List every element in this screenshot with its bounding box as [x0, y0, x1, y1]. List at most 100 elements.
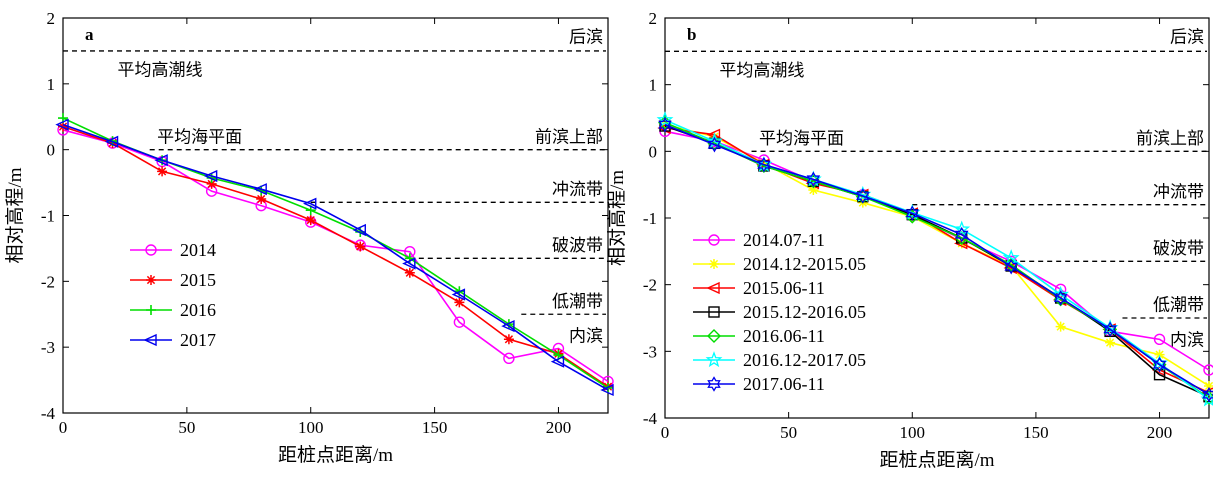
- series-line: [62, 123, 609, 391]
- zone-label: 后滨: [1170, 28, 1204, 48]
- data-point: [104, 135, 119, 148]
- y-tick-label: 1: [47, 75, 56, 94]
- data-point: [501, 320, 515, 333]
- data-point: [303, 197, 317, 210]
- data-point: [503, 352, 515, 365]
- zone-label: 低潮带: [1153, 296, 1204, 316]
- data-point: [1055, 321, 1066, 332]
- y-tick-label: -4: [643, 409, 658, 428]
- y-axis-title: 相对高程/m: [4, 167, 26, 263]
- legend-label: 2017: [180, 330, 216, 350]
- zone-label: 破波带: [552, 236, 603, 256]
- data-point: [203, 169, 218, 183]
- data-point: [1203, 364, 1213, 376]
- zone-label: 平均高潮线: [719, 61, 804, 81]
- data-point: [1152, 356, 1167, 373]
- legend-marker: [146, 275, 156, 285]
- data-point: [1103, 321, 1117, 338]
- series-2017: [55, 118, 614, 397]
- legend-label: 2014.12-2015.05: [743, 254, 866, 274]
- data-point: [856, 188, 870, 204]
- y-tick-label: -3: [41, 338, 55, 357]
- chart-panel-a: a 0 50 100 150 200 -4 -3 -2 -1 0 1 2 距桩点距离/m 相对高程/m 平均高…: [4, 9, 614, 466]
- x-tick-label: 50: [178, 418, 195, 437]
- data-point: [954, 226, 969, 243]
- zone-label: 平均高潮线: [118, 60, 203, 80]
- zone-label: 前滨上部: [1136, 129, 1204, 149]
- data-point: [453, 316, 466, 328]
- legend-label: 2015.06-11: [743, 278, 825, 298]
- data-point: [352, 223, 366, 237]
- data-point: [757, 156, 771, 173]
- panel-label: b: [687, 25, 696, 44]
- legend-marker: [705, 351, 723, 368]
- data-point: [454, 297, 465, 308]
- legend-marker: [706, 281, 720, 295]
- data-point: [253, 183, 267, 196]
- zone-label: 前滨上部: [535, 128, 603, 148]
- legend: 2014.07-11 2014.12-2015.05 2015.06-11 2015.…: [693, 230, 866, 394]
- x-tick-label: 200: [546, 418, 572, 437]
- zone-label: 冲流带: [1153, 182, 1204, 202]
- series-2016: [58, 113, 613, 393]
- legend-label: 2014.07-11: [743, 230, 825, 250]
- data-point: [451, 288, 466, 301]
- data-point: [758, 158, 769, 169]
- zone-label: 低潮带: [552, 292, 603, 312]
- y-tick-label: -3: [643, 342, 657, 361]
- data-point: [656, 111, 674, 128]
- zone-label: 平均海平面: [157, 128, 242, 148]
- y-tick-label: 2: [649, 9, 658, 28]
- data-point: [1153, 368, 1166, 381]
- legend-label: 2014: [180, 240, 216, 260]
- data-point: [404, 253, 415, 264]
- data-point: [206, 178, 217, 189]
- zone-label: 平均海平面: [759, 129, 844, 149]
- series-2015: [58, 121, 613, 392]
- y-tick-label: -1: [41, 207, 55, 226]
- data-point: [402, 257, 416, 270]
- y-tick-label: -2: [643, 276, 657, 295]
- legend-marker: [708, 306, 720, 318]
- x-tick-label: 0: [59, 418, 68, 437]
- legend-label: 2015: [180, 270, 216, 290]
- x-axis-title: 距桩点距离/m: [278, 444, 393, 466]
- legend-marker: [709, 259, 719, 269]
- legend-label: 2016.12-2017.05: [743, 350, 866, 370]
- data-point: [503, 334, 514, 345]
- zone-label: 后滨: [569, 27, 603, 47]
- legend-label: 2016.06-11: [743, 326, 825, 346]
- x-tick-label: 150: [1023, 423, 1049, 442]
- y-axis-title: 相对高程/m: [606, 170, 628, 266]
- series-2016.12-2017.05: [656, 111, 1213, 407]
- zone-label: 冲流带: [552, 180, 603, 200]
- data-point: [256, 194, 267, 205]
- x-tick-label: 200: [1147, 423, 1173, 442]
- data-point: [953, 220, 971, 237]
- zone-label: 内滨: [1170, 330, 1204, 350]
- data-point: [1105, 337, 1116, 348]
- x-tick-label: 100: [900, 423, 926, 442]
- series-line: [664, 123, 1210, 396]
- data-point: [404, 267, 415, 278]
- data-point: [550, 355, 565, 368]
- y-tick-label: -2: [41, 272, 55, 291]
- y-tick-label: 0: [649, 142, 658, 161]
- legend-label: 2017.06-11: [743, 374, 825, 394]
- legend-marker: [707, 329, 721, 343]
- data-point: [808, 185, 819, 195]
- data-point: [905, 205, 920, 222]
- legend-label: 2015.12-2016.05: [743, 302, 866, 322]
- y-tick-label: 0: [47, 141, 56, 160]
- zone-label: 内滨: [569, 326, 603, 346]
- x-tick-label: 50: [780, 423, 797, 442]
- panel-label: a: [85, 25, 94, 44]
- y-tick-label: -1: [643, 209, 657, 228]
- legend-marker: [146, 305, 156, 315]
- x-tick-label: 150: [422, 418, 448, 437]
- legend-marker: [707, 376, 721, 392]
- data-point: [157, 166, 168, 177]
- legend-marker: [145, 244, 157, 256]
- legend-marker: [143, 333, 157, 347]
